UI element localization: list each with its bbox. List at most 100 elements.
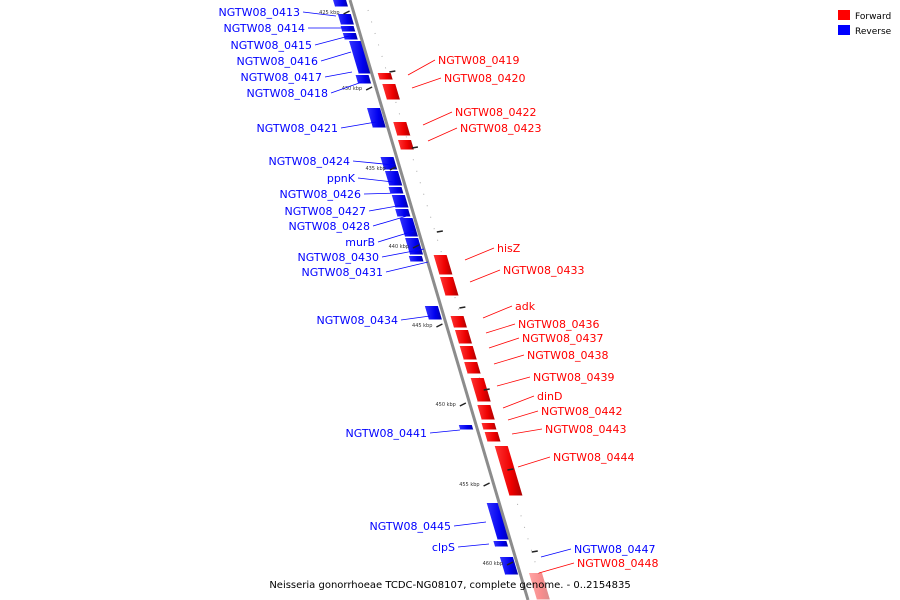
gene-label-reverse[interactable]: clpS	[432, 541, 490, 554]
gene-label-reverse[interactable]: NGTW08_0434	[317, 314, 431, 327]
labels-layer: NGTW08_0413 NGTW08_0414 NGTW08_0415 NGTW08_…	[219, 6, 658, 574]
gene-label-forward[interactable]: NGTW08_0420	[411, 72, 525, 89]
reverse-gene-1[interactable]	[337, 14, 355, 26]
forward-gene-26[interactable]	[450, 316, 468, 329]
leader-line	[427, 127, 458, 142]
forward-gene-32[interactable]	[481, 423, 497, 431]
forward-gene-27[interactable]	[454, 330, 473, 345]
reverse-gene-2[interactable]	[340, 26, 356, 33]
forward-gene-31[interactable]	[477, 405, 495, 421]
forward-gene-21[interactable]	[382, 84, 401, 101]
forward-gene-23[interactable]	[398, 140, 414, 151]
gene-name: NGTW08_0424	[269, 155, 350, 168]
gene-block	[384, 171, 403, 186]
gene-label-forward[interactable]: NGTW08_0437	[488, 332, 603, 349]
gene-name: NGTW08_0416	[237, 55, 318, 68]
gene-label-reverse[interactable]: NGTW08_0424	[269, 155, 395, 168]
gene-label-forward[interactable]: NGTW08_0447	[540, 543, 655, 558]
gene-label-forward[interactable]: NGTW08_0439	[496, 371, 614, 387]
gene-block	[399, 218, 419, 237]
gene-label-reverse[interactable]: NGTW08_0428	[289, 215, 408, 233]
gene-block	[464, 362, 481, 374]
gene-label-reverse[interactable]: NGTW08_0430	[298, 248, 425, 264]
gene-label-forward[interactable]: hisZ	[464, 242, 521, 261]
forward-gene-29[interactable]	[464, 362, 481, 375]
gene-label-reverse[interactable]: NGTW08_0427	[285, 204, 404, 218]
leader-line	[482, 305, 513, 319]
reverse-gene-19[interactable]	[499, 557, 519, 576]
reverse-gene-12[interactable]	[399, 218, 419, 238]
gene-label-forward[interactable]: NGTW08_0422	[422, 106, 536, 126]
leader-line	[517, 456, 551, 468]
gene-block	[499, 557, 519, 575]
gene-label-reverse[interactable]: NGTW08_0441	[346, 427, 461, 440]
leader-line	[493, 354, 525, 365]
reverse-gene-15[interactable]	[424, 306, 443, 321]
reverse-gene-13[interactable]	[405, 238, 424, 256]
gene-label-reverse[interactable]: NGTW08_0417	[241, 71, 353, 84]
gene-label-forward[interactable]: NGTW08_0436	[485, 318, 599, 334]
leader-line	[330, 81, 363, 94]
scale-tick-label: 425 kbp	[319, 10, 339, 16]
gene-label-forward[interactable]: NGTW08_0438	[493, 349, 608, 365]
gene-label-reverse[interactable]: ppnK	[327, 172, 394, 185]
gene-label-reverse[interactable]: NGTW08_0426	[280, 188, 401, 201]
gene-label-forward[interactable]: adk	[482, 300, 536, 319]
leader-line	[381, 248, 425, 258]
forward-gene-28[interactable]	[459, 346, 477, 361]
gene-label-forward[interactable]: NGTW08_0423	[427, 122, 541, 142]
forward-gene-34[interactable]	[494, 446, 523, 497]
gene-label-reverse[interactable]: NGTW08_0418	[247, 81, 363, 100]
reverse-gene-4[interactable]	[349, 41, 372, 75]
gene-name: NGTW08_0418	[247, 87, 328, 100]
gene-label-forward[interactable]: NGTW08_0444	[517, 451, 634, 468]
gene-name: NGTW08_0414	[224, 22, 305, 35]
gene-name: NGTW08_0426	[280, 188, 361, 201]
reverse-gene-9[interactable]	[388, 187, 404, 195]
gene-name: NGTW08_0444	[553, 451, 634, 464]
leader-line	[385, 261, 429, 273]
reverse-gene-18[interactable]	[493, 541, 509, 548]
gene-label-forward[interactable]: NGTW08_0433	[469, 264, 584, 283]
forward-gene-24[interactable]	[433, 255, 453, 276]
gene-label-reverse[interactable]: NGTW08_0413	[219, 6, 337, 19]
gene-block	[439, 277, 459, 296]
reverse-gene-5[interactable]	[355, 75, 372, 85]
legend-reverse-swatch	[838, 25, 850, 35]
reverse-gene-11[interactable]	[395, 209, 411, 218]
legend-forward-label: Forward	[855, 12, 891, 22]
gene-label-reverse[interactable]: NGTW08_0415	[231, 35, 350, 52]
gene-block	[340, 26, 356, 32]
gene-label-forward[interactable]: NGTW08_0448	[538, 557, 658, 574]
gene-label-reverse[interactable]: NGTW08_0416	[237, 51, 352, 68]
reverse-gene-17[interactable]	[486, 503, 511, 541]
gene-label-reverse[interactable]: NGTW08_0431	[302, 261, 429, 279]
gene-label-reverse[interactable]: NGTW08_0445	[370, 520, 487, 533]
forward-gene-22[interactable]	[393, 122, 411, 137]
gene-label-reverse[interactable]: NGTW08_0414	[224, 22, 346, 35]
gene-name: NGTW08_0445	[370, 520, 451, 533]
gene-label-forward[interactable]: dinD	[502, 390, 562, 409]
gene-label-reverse[interactable]: NGTW08_0421	[257, 121, 377, 135]
forward-gene-20[interactable]	[377, 73, 393, 81]
reverse-gene-10[interactable]	[391, 195, 409, 209]
leader-line	[507, 410, 539, 421]
reverse-gene-0[interactable]	[333, 0, 349, 8]
forward-gene-30[interactable]	[470, 378, 491, 403]
gene-label-forward[interactable]: NGTW08_0442	[507, 405, 622, 421]
reverse-gene-8[interactable]	[384, 171, 403, 187]
forward-gene-25[interactable]	[439, 277, 459, 297]
reverse-gene-3[interactable]	[342, 33, 358, 41]
reverse-gene-14[interactable]	[408, 256, 424, 263]
reverse-gene-16[interactable]	[458, 425, 474, 431]
scale-tick: 430 kbp	[342, 86, 373, 92]
forward-gene-33[interactable]	[484, 432, 501, 443]
gene-label-reverse[interactable]: murB	[345, 230, 415, 249]
gene-label-forward[interactable]: NGTW08_0443	[511, 423, 626, 436]
forward-gene-35[interactable]	[528, 573, 551, 600]
gene-label-forward[interactable]: NGTW08_0419	[407, 54, 519, 76]
gene-name: NGTW08_0419	[438, 54, 519, 67]
gene-block	[454, 330, 473, 344]
leader-line	[496, 376, 531, 387]
gene-name: NGTW08_0415	[231, 39, 312, 52]
